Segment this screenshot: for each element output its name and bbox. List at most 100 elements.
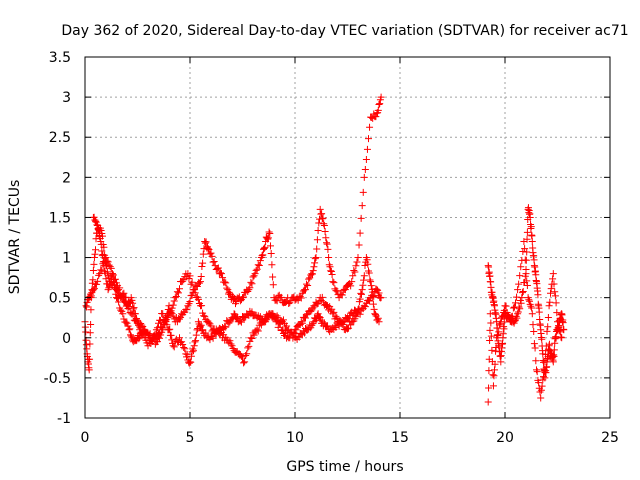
data-point: [213, 265, 221, 273]
data-point: [321, 228, 329, 236]
data-point: [514, 286, 522, 294]
data-point: [200, 312, 208, 320]
data-point: [190, 347, 197, 355]
data-point: [92, 246, 99, 254]
data-point: [369, 300, 377, 308]
data-point: [196, 322, 204, 330]
data-point: [338, 291, 346, 299]
data-point: [180, 343, 188, 351]
data-point: [248, 308, 256, 316]
data-point: [490, 372, 498, 380]
data-point: [247, 278, 255, 286]
data-point: [105, 274, 113, 282]
data-point: [359, 188, 367, 196]
data-point: [375, 101, 383, 109]
data-point: [191, 338, 199, 346]
x-tick-label: 25: [601, 430, 619, 446]
data-point: [179, 341, 187, 349]
data-point: [540, 366, 548, 374]
data-point: [207, 249, 215, 257]
data-point: [543, 327, 551, 335]
data-point: [532, 357, 540, 365]
data-point: [529, 321, 537, 329]
data-point: [554, 318, 561, 326]
data-point: [325, 254, 333, 262]
data-point: [259, 251, 267, 259]
data-point: [251, 270, 259, 278]
data-point: [253, 326, 261, 334]
data-point: [505, 313, 513, 321]
data-point: [372, 285, 380, 293]
data-point: [320, 221, 328, 229]
data-point: [236, 317, 244, 325]
data-point: [216, 269, 224, 277]
data-point: [521, 245, 529, 253]
data-point: [115, 286, 123, 294]
data-point: [176, 315, 183, 323]
data-point: [544, 314, 552, 322]
data-point: [202, 329, 210, 337]
data-point: [107, 264, 115, 272]
data-point: [269, 281, 277, 289]
data-point: [248, 280, 256, 288]
data-point: [361, 165, 369, 173]
data-point: [94, 277, 102, 285]
data-point: [538, 335, 546, 343]
data-point: [166, 308, 174, 316]
data-point: [362, 156, 370, 164]
data-point: [258, 252, 266, 260]
data-point: [354, 254, 362, 262]
data-point: [221, 278, 229, 286]
data-point: [352, 262, 360, 270]
data-point: [169, 301, 177, 309]
data-point: [544, 323, 552, 331]
data-point: [375, 318, 383, 326]
data-point: [328, 271, 336, 279]
data-point: [246, 284, 254, 292]
data-point: [513, 293, 521, 301]
data-point: [356, 310, 364, 318]
data-point: [307, 307, 315, 315]
data-point: [320, 220, 328, 228]
data-point: [190, 286, 198, 294]
data-point: [117, 306, 125, 314]
data-point: [256, 257, 264, 265]
data-point: [344, 325, 351, 333]
data-point: [556, 327, 564, 335]
data-point: [237, 352, 245, 360]
data-point: [127, 331, 134, 339]
data-point: [310, 263, 318, 271]
y-tick-label: 0.5: [49, 291, 71, 307]
data-point: [227, 340, 235, 348]
data-point: [267, 249, 275, 257]
data-point: [341, 286, 349, 294]
data-point: [559, 319, 567, 327]
data-point: [314, 310, 322, 318]
y-tick-label: 3.5: [49, 50, 71, 66]
data-point: [489, 382, 497, 390]
data-point: [547, 285, 555, 293]
data-point: [164, 313, 172, 321]
series: [82, 254, 385, 367]
data-point: [187, 352, 195, 360]
data-point: [323, 239, 330, 247]
data-point: [170, 343, 178, 351]
data-point: [516, 272, 524, 280]
data-point: [545, 302, 553, 310]
data-point: [360, 272, 368, 280]
data-point: [237, 318, 245, 326]
data-point: [322, 234, 330, 242]
data-point: [361, 303, 369, 311]
data-point: [497, 358, 505, 366]
data-point: [297, 318, 305, 326]
data-point: [230, 310, 238, 318]
data-point: [122, 293, 130, 301]
data-point: [550, 352, 558, 360]
data-point: [357, 214, 365, 222]
data-point: [216, 329, 224, 337]
data-point: [307, 271, 315, 279]
data-point: [273, 297, 281, 305]
data-point: [197, 273, 205, 281]
data-point: [491, 366, 498, 374]
data-point: [183, 350, 191, 358]
